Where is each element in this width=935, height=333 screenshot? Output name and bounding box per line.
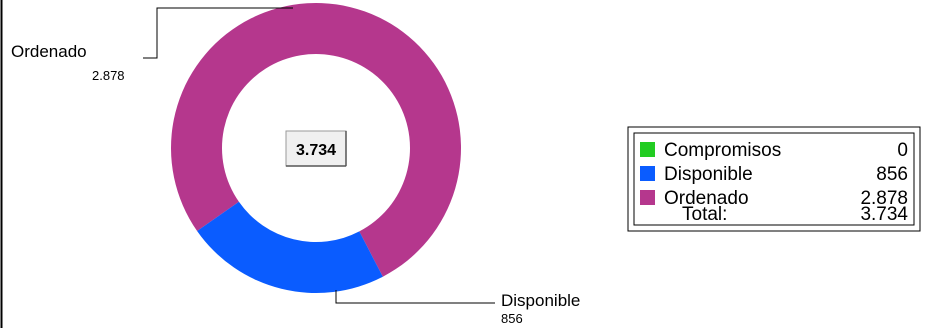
center-total-box: 3.734 bbox=[285, 130, 347, 167]
legend: Compromisos 0 Disponible 856 Ordenado 2.… bbox=[627, 126, 921, 232]
legend-value-compromisos: 0 bbox=[897, 140, 908, 161]
callout-label-ordenado: Ordenado bbox=[11, 42, 87, 61]
callout-value-ordenado: 2.878 bbox=[92, 68, 125, 83]
legend-label-disponible: Disponible bbox=[664, 164, 753, 185]
legend-label-ordenado: Ordenado bbox=[664, 188, 749, 209]
slice-group bbox=[171, 3, 461, 293]
legend-total-value: 3.734 bbox=[860, 204, 908, 225]
legend-swatch-compromisos bbox=[640, 142, 655, 157]
legend-total-label: Total: bbox=[682, 204, 727, 225]
callout-value-disponible: 856 bbox=[501, 311, 523, 326]
slice-disponible[interactable] bbox=[197, 201, 383, 293]
callout-line-ordenado bbox=[143, 7, 293, 59]
callout-label-disponible: Disponible bbox=[501, 291, 580, 310]
legend-swatch-ordenado bbox=[640, 190, 655, 205]
legend-label-compromisos: Compromisos bbox=[664, 140, 781, 161]
center-total-value: 3.734 bbox=[296, 142, 336, 159]
legend-swatch-disponible bbox=[640, 166, 655, 181]
callout-line-disponible bbox=[335, 290, 495, 304]
slice-ordenado[interactable] bbox=[171, 3, 461, 277]
legend-value-ordenado: 2.878 bbox=[860, 188, 908, 209]
legend-value-disponible: 856 bbox=[876, 164, 908, 185]
